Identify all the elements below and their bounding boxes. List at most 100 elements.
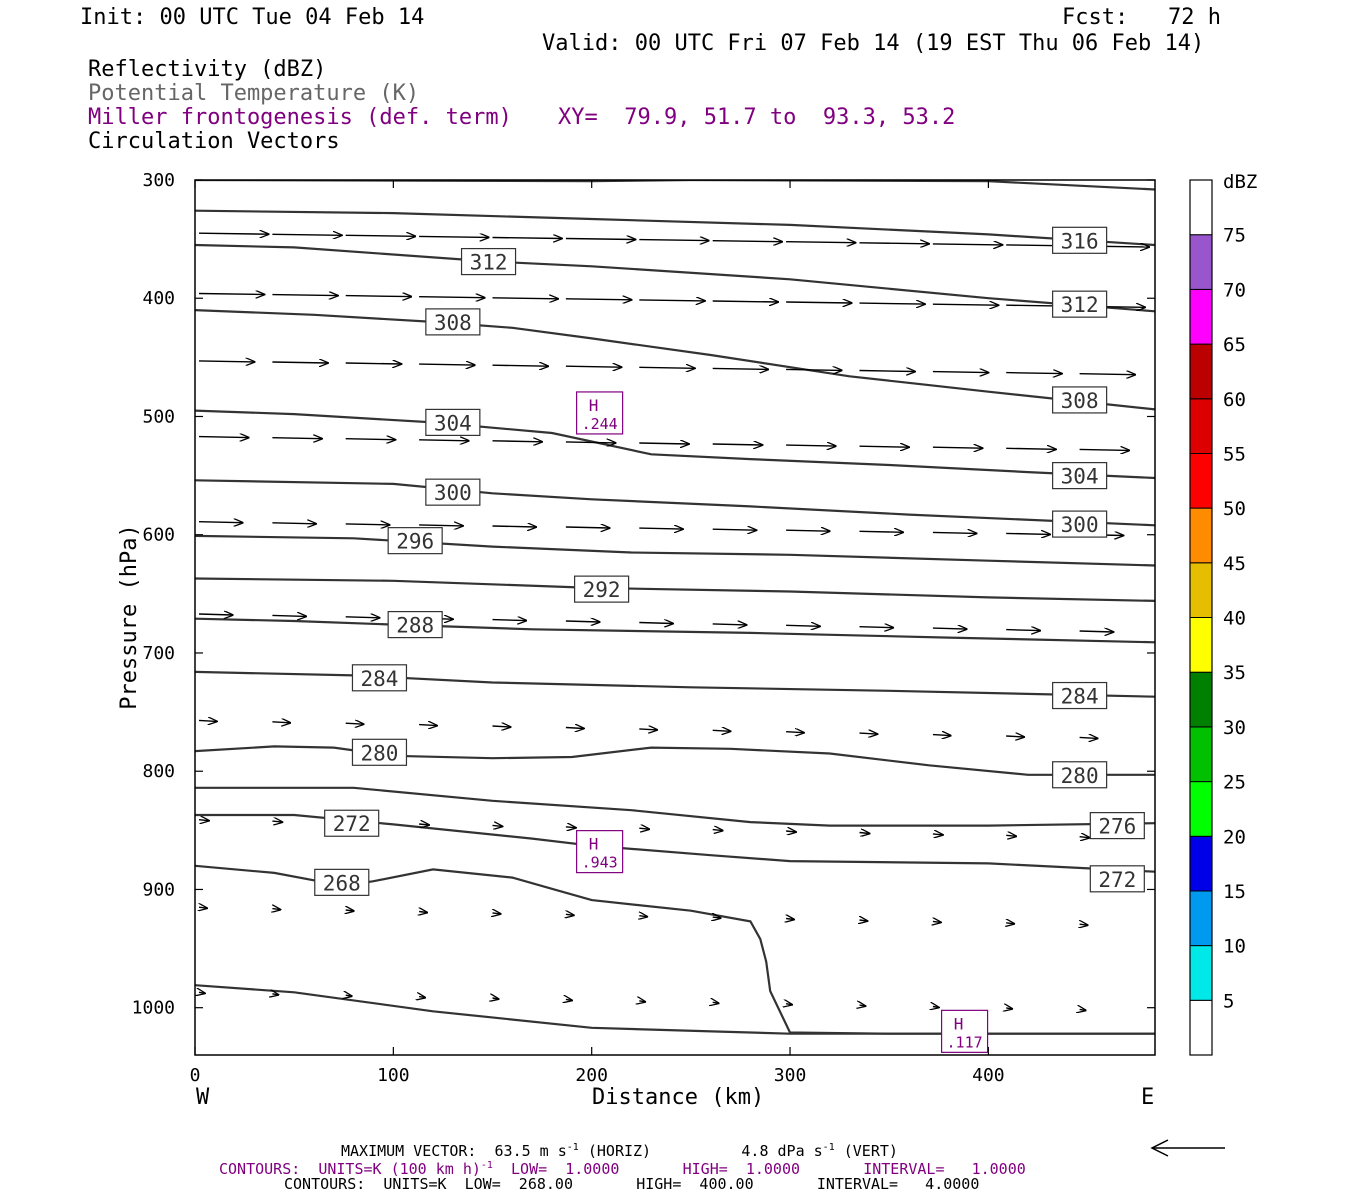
theta-label: 300 xyxy=(1052,510,1108,538)
colorbar-label: 40 xyxy=(1223,608,1246,630)
vector-arrow xyxy=(419,824,429,825)
vector-arrow xyxy=(346,910,354,911)
vector-arrow xyxy=(199,907,207,908)
colorbar-segment xyxy=(1189,835,1213,892)
vector-arrow xyxy=(639,828,649,829)
vector-arrow xyxy=(345,235,416,236)
vector-arrow xyxy=(932,372,989,373)
colorbar-label: 30 xyxy=(1223,717,1246,739)
vector-arrow xyxy=(565,239,635,240)
colorbar-segment xyxy=(1189,179,1213,236)
x-axis-title: Distance (km) xyxy=(592,1085,765,1110)
vector-arrow xyxy=(198,361,255,362)
x-tick-label: 100 xyxy=(377,1065,410,1086)
vector-arrow xyxy=(932,244,1002,245)
vector-arrow xyxy=(492,620,527,621)
vector-arrow xyxy=(198,720,217,721)
vector-arrow xyxy=(272,994,278,995)
y-tick-label: 500 xyxy=(142,406,175,427)
vector-arrow xyxy=(859,733,878,734)
vector-arrow xyxy=(419,236,489,237)
vector-arrow xyxy=(1079,449,1130,450)
vector-arrow xyxy=(860,1005,866,1006)
init-time: Init: 00 UTC Tue 04 Feb 14 xyxy=(80,5,425,30)
theta-label: 272 xyxy=(1089,865,1145,893)
theta-label: 296 xyxy=(387,527,443,555)
vector-arrow xyxy=(712,368,769,369)
y-tick-label: 600 xyxy=(142,525,175,546)
vector-arrow xyxy=(198,233,268,234)
colorbar-unit: dBZ xyxy=(1223,171,1257,193)
vector-arrow xyxy=(419,297,485,298)
vector-arrow xyxy=(932,447,983,448)
vector-arrow xyxy=(1006,533,1050,534)
vector-arrow xyxy=(639,623,673,624)
colorbar-segment xyxy=(1189,398,1213,454)
theta-contour xyxy=(195,479,1155,527)
cross-section-endpoints: XY= 79.9, 51.7 to 93.3, 53.2 xyxy=(558,105,956,130)
theta-label-text: 308 xyxy=(1061,389,1099,413)
vector-arrow xyxy=(272,234,341,235)
vector-arrow xyxy=(1006,1008,1012,1009)
vector-arrow xyxy=(712,301,778,302)
vector-arrow xyxy=(493,998,499,999)
theta-label-text: 300 xyxy=(1061,513,1099,537)
vector-arrow xyxy=(272,523,316,524)
vector-arrow xyxy=(1080,1009,1086,1010)
vector-arrow xyxy=(492,365,549,366)
vector-arrow xyxy=(419,912,427,913)
vector-arrow xyxy=(713,917,721,918)
vector-arrow xyxy=(859,833,870,834)
field-frontogenesis: Miller frontogenesis (def. term) xyxy=(88,105,512,130)
vector-arrow xyxy=(786,530,830,531)
theta-label-text: 316 xyxy=(1061,229,1099,253)
vector-arrow xyxy=(712,730,731,731)
high-symbol: H xyxy=(954,1014,964,1033)
x-tick-label: 400 xyxy=(972,1065,1005,1086)
colorbar-segment xyxy=(1189,507,1213,564)
vector-arrow xyxy=(932,304,998,305)
theta-contour xyxy=(195,209,1155,247)
vector-arrow xyxy=(272,295,337,296)
x-tick-label: 300 xyxy=(774,1065,807,1086)
vector-arrow xyxy=(786,831,796,832)
vector-arrow xyxy=(199,992,205,993)
vector-arrow xyxy=(492,298,559,299)
max-vector-line: MAXIMUM VECTOR: 63.5 m s-1 (HORIZ) 4.8 d… xyxy=(341,1142,898,1160)
contours-fronto-line: CONTOURS: UNITS=K (100 km h)-1 LOW= 1.00… xyxy=(219,1160,1026,1178)
theta-label: 288 xyxy=(387,610,443,639)
theta-label-text: 308 xyxy=(434,311,472,335)
vector-arrow xyxy=(565,621,600,622)
vector-arrow xyxy=(786,369,842,370)
vector-arrow xyxy=(198,294,264,295)
vector-arrow xyxy=(419,364,475,365)
colorbar-segment xyxy=(1189,617,1213,673)
vector-arrow xyxy=(272,362,328,363)
vector-arrow xyxy=(859,531,904,532)
plot-frame xyxy=(194,179,1156,1056)
colorbar-segment xyxy=(1189,671,1213,728)
x-axis-west: W xyxy=(196,1085,210,1110)
vector-arrow xyxy=(712,444,763,445)
high-value: .117 xyxy=(947,1033,983,1051)
theta-contour xyxy=(195,309,1155,411)
colorbar-label: 15 xyxy=(1223,881,1246,903)
field-reflectivity: Reflectivity (dBZ) xyxy=(88,57,327,82)
y-axis-title: Pressure (hPa) xyxy=(117,524,142,710)
theta-label: 272 xyxy=(324,809,380,837)
y-tick-label: 800 xyxy=(142,761,175,782)
colorbar-label: 65 xyxy=(1223,334,1246,356)
colorbar-segment xyxy=(1189,945,1213,1001)
y-tick-label: 400 xyxy=(142,288,175,309)
vector-arrow xyxy=(1006,736,1024,737)
vector-arrow xyxy=(639,729,657,730)
theta-contour xyxy=(195,786,1155,827)
vector-arrow xyxy=(1006,835,1016,836)
vector-arrow xyxy=(419,997,425,998)
vector-arrow xyxy=(786,625,820,626)
vector-arrow xyxy=(859,243,929,244)
colorbar-frame xyxy=(1189,179,1213,1056)
vector-arrow xyxy=(345,296,412,297)
theta-label: 316 xyxy=(1052,226,1108,254)
